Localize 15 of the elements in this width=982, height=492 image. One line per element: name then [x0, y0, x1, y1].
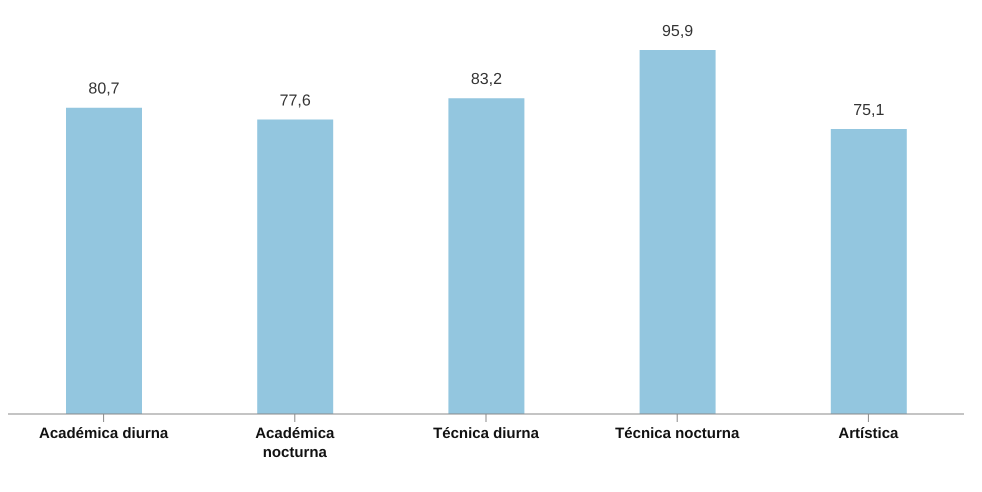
bar	[257, 119, 334, 414]
data-label: 80,7	[88, 80, 120, 98]
x-tick-label: Académica nocturna	[255, 425, 336, 461]
bar	[830, 128, 907, 414]
data-label: 95,9	[662, 23, 694, 40]
x-tick-label: Académica diurna	[38, 425, 169, 442]
data-label: 77,6	[280, 92, 311, 110]
x-tick-label: Artística	[838, 425, 900, 442]
data-label: 83,2	[470, 71, 502, 88]
bar	[66, 108, 142, 414]
data-label: 75,1	[853, 102, 884, 119]
bar	[448, 98, 524, 414]
x-tick-label: Técnica nocturna	[615, 425, 740, 442]
bar	[640, 50, 716, 414]
x-tick-label: Técnica diurna	[433, 425, 540, 442]
